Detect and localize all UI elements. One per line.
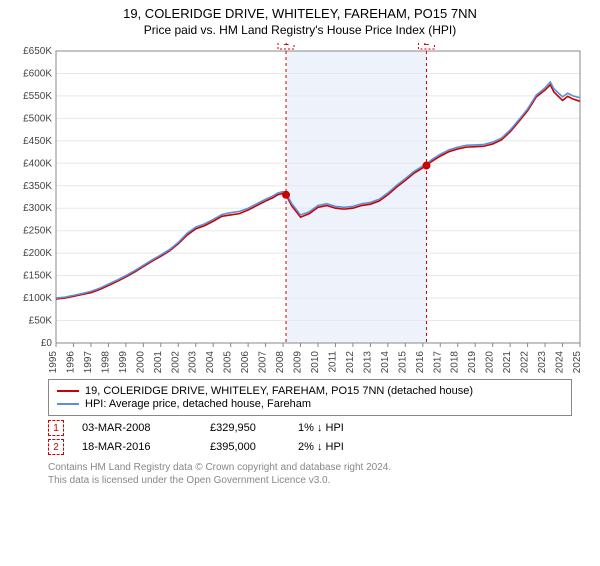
svg-text:2021: 2021 — [502, 351, 513, 373]
svg-text:2023: 2023 — [537, 351, 548, 373]
svg-text:2015: 2015 — [397, 351, 408, 373]
license-line-1: Contains HM Land Registry data © Crown c… — [48, 461, 572, 474]
svg-text:2001: 2001 — [153, 351, 164, 373]
legend-label: 19, COLERIDGE DRIVE, WHITELEY, FAREHAM, … — [85, 385, 473, 397]
svg-text:2010: 2010 — [310, 351, 321, 373]
line-chart: £0 £50K £100K £150K £200K £250K £300K £350K £400… — [8, 43, 592, 373]
svg-text:£550K: £550K — [23, 91, 52, 102]
svg-text:£600K: £600K — [23, 68, 52, 79]
svg-text:2024: 2024 — [555, 351, 566, 373]
svg-text:2025: 2025 — [572, 351, 583, 373]
svg-text:2017: 2017 — [432, 351, 443, 373]
svg-text:1996: 1996 — [65, 351, 76, 373]
marker-price: £329,950 — [210, 422, 280, 434]
svg-text:2014: 2014 — [380, 351, 391, 373]
svg-text:2020: 2020 — [485, 351, 496, 373]
svg-text:2000: 2000 — [135, 351, 146, 373]
svg-text:2013: 2013 — [362, 351, 373, 373]
svg-text:2: 2 — [423, 43, 429, 48]
svg-text:1: 1 — [283, 43, 289, 48]
svg-text:£400K: £400K — [23, 158, 52, 169]
svg-text:2016: 2016 — [415, 351, 426, 373]
marker-row: 1 03-MAR-2008 £329,950 1% ↓ HPI — [48, 420, 572, 436]
svg-text:1995: 1995 — [48, 351, 59, 373]
legend-swatch — [57, 403, 79, 405]
svg-text:2018: 2018 — [450, 351, 461, 373]
marker-price: £395,000 — [210, 441, 280, 453]
marker-badge: 1 — [48, 420, 64, 436]
legend-swatch — [57, 390, 79, 392]
chart-container: 19, COLERIDGE DRIVE, WHITELEY, FAREHAM, … — [0, 6, 600, 487]
marker-diff: 1% ↓ HPI — [298, 422, 572, 434]
chart-area: £0 £50K £100K £150K £200K £250K £300K £350K £400… — [8, 43, 592, 373]
svg-text:2011: 2011 — [327, 351, 338, 373]
svg-text:£0: £0 — [41, 338, 53, 349]
svg-text:£50K: £50K — [29, 316, 53, 327]
legend-item: 19, COLERIDGE DRIVE, WHITELEY, FAREHAM, … — [57, 385, 563, 397]
legend-label: HPI: Average price, detached house, Fare… — [85, 398, 311, 410]
svg-text:2007: 2007 — [258, 351, 269, 373]
marker-date: 03-MAR-2008 — [82, 422, 192, 434]
svg-text:£150K: £150K — [23, 271, 52, 282]
legend-item: HPI: Average price, detached house, Fare… — [57, 398, 563, 410]
svg-text:£650K: £650K — [23, 46, 52, 57]
svg-text:2005: 2005 — [223, 351, 234, 373]
svg-text:£350K: £350K — [23, 181, 52, 192]
legend: 19, COLERIDGE DRIVE, WHITELEY, FAREHAM, … — [48, 379, 572, 416]
svg-text:1999: 1999 — [118, 351, 129, 373]
svg-text:£450K: £450K — [23, 136, 52, 147]
svg-text:2004: 2004 — [205, 351, 216, 373]
marker-table: 1 03-MAR-2008 £329,950 1% ↓ HPI 2 18-MAR-2016… — [48, 420, 572, 455]
svg-text:£500K: £500K — [23, 113, 52, 124]
license-text: Contains HM Land Registry data © Crown c… — [48, 461, 572, 487]
svg-text:2002: 2002 — [170, 351, 181, 373]
svg-text:£300K: £300K — [23, 203, 52, 214]
svg-text:2003: 2003 — [188, 351, 199, 373]
svg-text:£100K: £100K — [23, 293, 52, 304]
svg-text:2008: 2008 — [275, 351, 286, 373]
marker-diff: 2% ↓ HPI — [298, 441, 572, 453]
svg-text:2009: 2009 — [293, 351, 304, 373]
svg-text:2022: 2022 — [520, 351, 531, 373]
license-line-2: This data is licensed under the Open Gov… — [48, 474, 572, 487]
svg-text:£200K: £200K — [23, 248, 52, 259]
svg-text:1997: 1997 — [83, 351, 94, 373]
chart-title: 19, COLERIDGE DRIVE, WHITELEY, FAREHAM, … — [0, 6, 600, 21]
svg-text:2012: 2012 — [345, 351, 356, 373]
marker-badge: 2 — [48, 439, 64, 455]
svg-text:1998: 1998 — [100, 351, 111, 373]
chart-subtitle: Price paid vs. HM Land Registry's House … — [0, 23, 600, 37]
svg-text:2006: 2006 — [240, 351, 251, 373]
marker-date: 18-MAR-2016 — [82, 441, 192, 453]
svg-text:2019: 2019 — [467, 351, 478, 373]
svg-text:£250K: £250K — [23, 226, 52, 237]
marker-row: 2 18-MAR-2016 £395,000 2% ↓ HPI — [48, 439, 572, 455]
